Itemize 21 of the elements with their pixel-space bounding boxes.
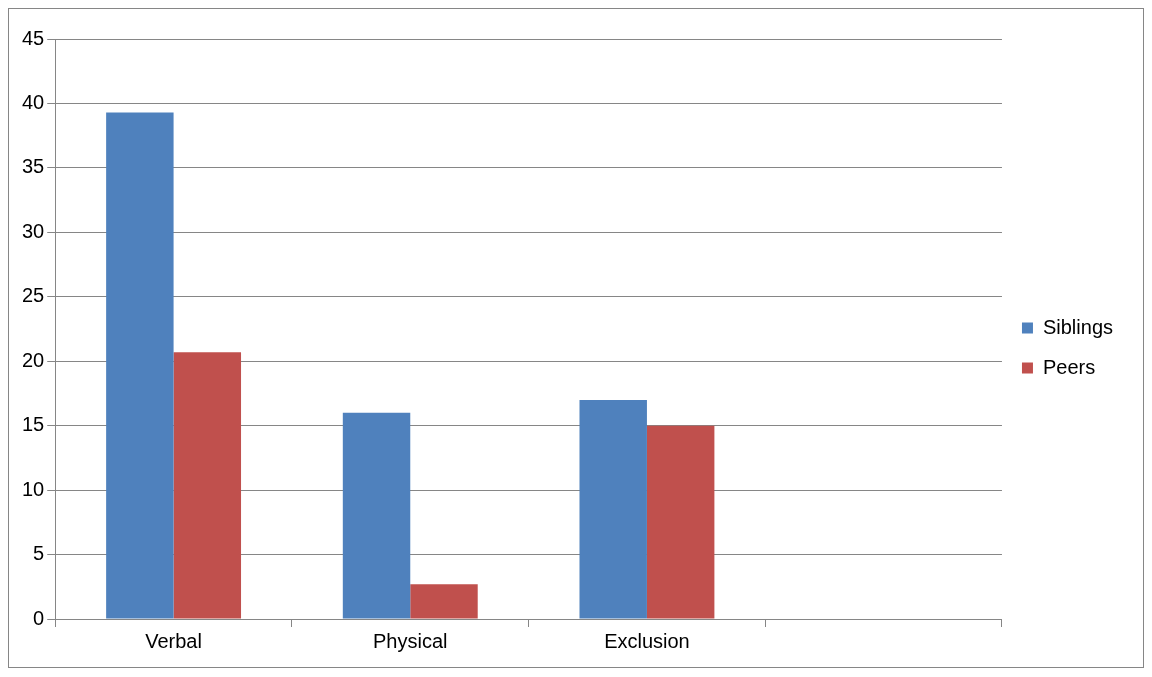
y-tick-label: 25: [22, 284, 45, 307]
bar: [106, 112, 174, 619]
y-tick-label: 45: [22, 26, 45, 49]
bar: [173, 352, 242, 619]
bar: [342, 412, 411, 619]
legend-label: Peers: [1042, 355, 1096, 378]
y-tick-label: 10: [22, 477, 45, 500]
x-tick-label: Physical: [373, 629, 448, 652]
bar: [646, 425, 715, 619]
bar: [410, 584, 478, 619]
y-tick-label: 40: [22, 90, 45, 113]
y-tick-label: 15: [22, 413, 45, 436]
y-tick-label: 30: [22, 219, 45, 242]
legend-label: Siblings: [1042, 315, 1114, 338]
y-tick-label: 5: [33, 542, 45, 565]
y-tick-label: 35: [22, 155, 45, 178]
y-tick-label: 0: [33, 606, 45, 629]
y-tick-label: 20: [22, 348, 45, 371]
x-tick-label: Exclusion: [604, 629, 690, 652]
bar: [579, 399, 647, 619]
x-tick-label: Verbal: [145, 629, 202, 652]
